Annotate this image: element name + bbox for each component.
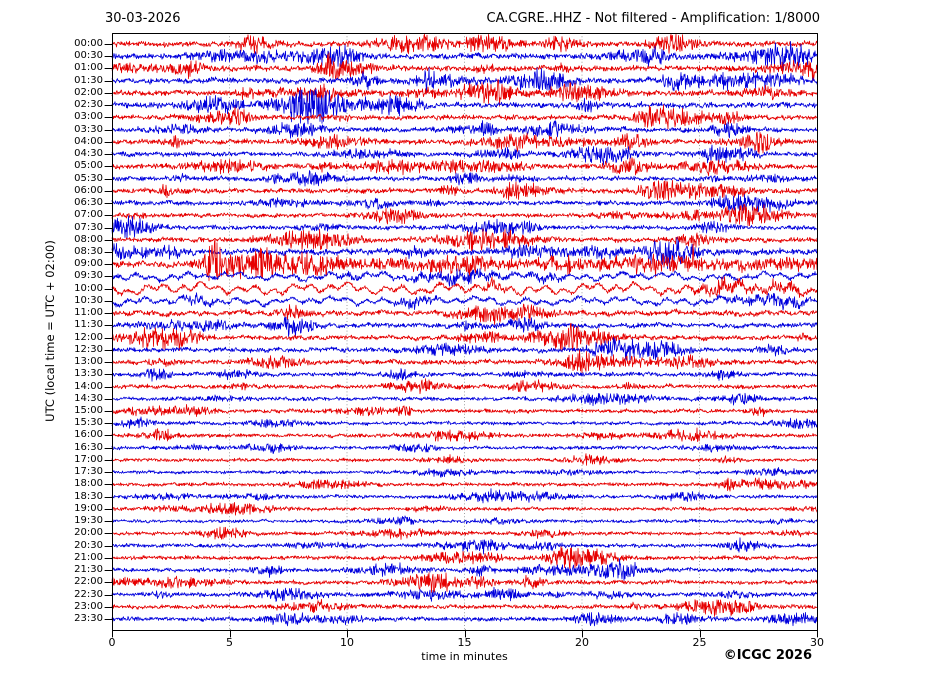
row-time-label: 20:30 <box>74 539 103 551</box>
row-time-label: 16:30 <box>74 441 103 453</box>
row-time-label: 13:30 <box>74 368 103 380</box>
row-time-label: 12:30 <box>74 343 103 355</box>
row-time-label: 17:00 <box>74 453 103 465</box>
row-time-label: 15:30 <box>74 417 103 429</box>
row-time-label: 10:00 <box>74 282 103 294</box>
row-time-label: 21:00 <box>74 551 103 563</box>
row-time-label: 13:00 <box>74 356 103 368</box>
row-time-label: 19:30 <box>74 515 103 527</box>
row-time-label: 05:30 <box>74 172 103 184</box>
row-time-label: 01:30 <box>74 74 103 86</box>
row-time-label: 03:00 <box>74 111 103 123</box>
row-time-label: 07:30 <box>74 221 103 233</box>
row-time-label: 00:30 <box>74 50 103 62</box>
row-time-label: 04:00 <box>74 135 103 147</box>
row-time-label: 09:00 <box>74 258 103 270</box>
row-time-label: 08:30 <box>74 245 103 257</box>
x-tick-label: 15 <box>457 636 472 649</box>
row-time-label: 22:30 <box>74 588 103 600</box>
row-time-label: 17:30 <box>74 466 103 478</box>
x-tick-label: 5 <box>226 636 233 649</box>
figure-title: CA.CGRE..HHZ - Not filtered - Amplificat… <box>486 11 821 26</box>
row-time-label: 14:00 <box>74 380 103 392</box>
row-time-label: 23:30 <box>74 613 103 624</box>
row-time-label: 14:30 <box>74 392 103 404</box>
row-time-label: 02:30 <box>74 99 103 111</box>
row-time-label: 21:30 <box>74 564 103 576</box>
row-time-label: 09:30 <box>74 270 103 282</box>
row-time-label: 06:30 <box>74 197 103 209</box>
row-time-label: 23:00 <box>74 600 103 612</box>
row-time-label: 07:00 <box>74 209 103 221</box>
row-time-label: 08:00 <box>74 233 103 245</box>
row-time-label: 18:30 <box>74 490 103 502</box>
row-time-label: 04:30 <box>74 148 103 160</box>
x-axis-label: time in minutes <box>421 650 508 663</box>
row-time-label: 11:30 <box>74 319 103 331</box>
row-time-label: 22:00 <box>74 576 103 588</box>
row-time-label: 20:00 <box>74 527 103 539</box>
copyright-label: ©ICGC 2026 <box>723 648 812 663</box>
x-tick-label: 10 <box>340 636 354 649</box>
figure-date: 30-03-2026 <box>105 11 181 26</box>
row-time-label: 05:00 <box>74 160 103 172</box>
x-tick-label: 25 <box>692 636 707 649</box>
row-time-label: 02:00 <box>74 86 103 98</box>
x-tick-label: 30 <box>810 636 824 649</box>
row-time-label: 15:00 <box>74 405 103 417</box>
row-time-label: 06:00 <box>74 184 103 196</box>
row-time-label: 19:00 <box>74 502 103 514</box>
row-time-label: 18:00 <box>74 478 103 490</box>
x-tick-label: 0 <box>108 636 116 649</box>
row-time-label: 11:00 <box>74 307 103 319</box>
row-time-label: 12:00 <box>74 331 103 343</box>
row-time-label: 01:00 <box>74 62 103 74</box>
row-time-label: 03:30 <box>74 123 103 135</box>
row-time-label: 16:00 <box>74 429 103 441</box>
row-time-label: 10:30 <box>74 294 103 306</box>
x-tick-label: 20 <box>575 636 589 649</box>
row-time-label: 00:00 <box>74 38 103 49</box>
